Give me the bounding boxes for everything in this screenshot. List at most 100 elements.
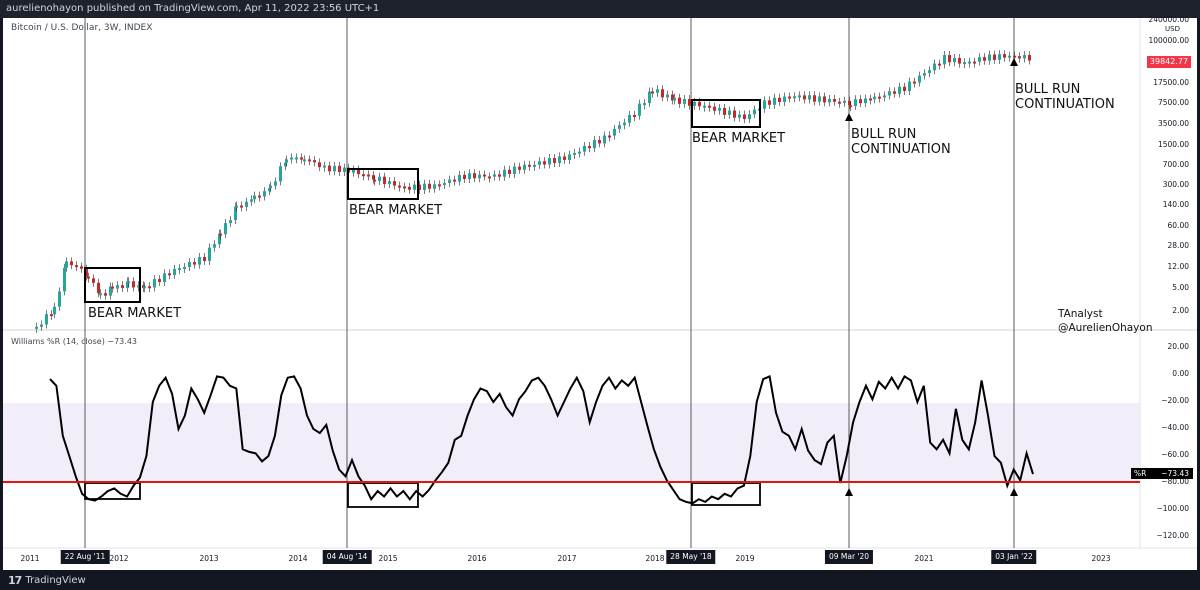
candle-body: [903, 86, 906, 91]
year-tick: 2023: [1091, 554, 1111, 563]
candle-body: [838, 101, 841, 104]
candle-body: [193, 262, 196, 265]
up-arrow-icon: [1010, 58, 1018, 66]
candle-body: [963, 62, 966, 65]
candle-body: [240, 205, 243, 208]
candle-body: [428, 183, 431, 189]
candle-body: [1008, 55, 1011, 58]
bull-run-line-1: BULL RUN: [851, 127, 917, 142]
bear-market-box-1[interactable]: [84, 267, 141, 303]
symbol-label[interactable]: Bitcoin / U.S. Dollar, 3W, INDEX: [11, 23, 153, 33]
candle-body: [854, 99, 857, 106]
candle-body: [208, 247, 211, 261]
publish-info-bar: aurelienohayon published on TradingView.…: [0, 0, 1200, 18]
indicator-tick: −60.00: [1161, 450, 1189, 459]
candle-body: [438, 184, 441, 187]
candle-body: [818, 96, 821, 102]
candle-body: [383, 176, 386, 184]
candle-body: [99, 293, 102, 296]
bull-run-line-2: CONTINUATION: [1015, 97, 1115, 112]
currency-label: USD: [1165, 25, 1180, 33]
candle-body: [473, 173, 476, 179]
candle-body: [558, 156, 561, 163]
candle-body: [768, 100, 771, 105]
candle-body: [688, 99, 691, 106]
candle-body: [728, 110, 731, 115]
candle-body: [843, 100, 846, 103]
bear-market-box-2[interactable]: [347, 168, 419, 200]
candle-body: [333, 165, 336, 172]
bear-market-box-3[interactable]: [691, 99, 761, 128]
indicator-short-name: %R: [1134, 469, 1147, 478]
candle-body: [183, 266, 186, 269]
candle-body: [478, 174, 481, 179]
candle-body: [493, 174, 496, 177]
indicator-tick: 20.00: [1167, 342, 1189, 351]
indicator-label[interactable]: Williams %R (14, close) −73.43: [11, 337, 137, 346]
candle-body: [50, 314, 53, 317]
candle-body: [300, 157, 303, 160]
candle-body: [343, 167, 346, 172]
chart-canvas[interactable]: [3, 18, 1197, 570]
date-marker[interactable]: 03 Jan '22: [991, 550, 1037, 564]
candle-body: [53, 306, 56, 315]
oversold-box-1[interactable]: [84, 482, 141, 500]
price-tick: 100000.00: [1148, 36, 1189, 45]
candle-body: [748, 114, 751, 120]
candle-body: [908, 81, 911, 91]
candle-body: [423, 183, 426, 190]
candle-body: [848, 100, 851, 106]
last-price-tag: 39842.77: [1147, 56, 1191, 68]
bear-market-label-3: BEAR MARKET: [692, 131, 786, 146]
price-tick: 7500.00: [1157, 98, 1189, 107]
candle-body: [398, 185, 401, 188]
candle-body: [373, 179, 376, 182]
candle-body: [268, 188, 271, 192]
date-marker[interactable]: 28 May '18: [666, 550, 716, 564]
candle-body: [498, 174, 501, 177]
candle-body: [788, 96, 791, 99]
candle-body: [284, 162, 287, 167]
indicator-value: −73.43: [1161, 469, 1189, 478]
price-tick: 28.00: [1167, 241, 1189, 250]
candle-body: [285, 159, 288, 163]
date-marker[interactable]: 04 Aug '14: [322, 550, 372, 564]
candle-body: [693, 101, 696, 106]
candle-body: [158, 279, 161, 282]
date-marker[interactable]: 09 Mar '20: [824, 550, 874, 564]
chart-area[interactable]: Bitcoin / U.S. Dollar, 3W, INDEX William…: [3, 15, 1197, 570]
candle-body: [633, 114, 636, 117]
candle-body: [87, 276, 90, 279]
candle-body: [92, 278, 95, 283]
candle-body: [928, 70, 931, 74]
candle-body: [1003, 54, 1006, 58]
candle-body: [198, 257, 201, 265]
candle-body: [918, 75, 921, 83]
candle-body: [656, 89, 659, 93]
year-tick: 2019: [735, 554, 755, 563]
candle-body: [413, 184, 416, 190]
candle-body: [213, 244, 216, 248]
candle-body: [408, 186, 411, 190]
tradingview-branding[interactable]: 17 TradingView: [8, 574, 86, 587]
candle-body: [623, 122, 626, 126]
candle-body: [938, 63, 941, 66]
candle-body: [543, 161, 546, 165]
candle-body: [148, 286, 151, 289]
candle-body: [263, 191, 266, 197]
candle-body: [219, 233, 222, 236]
credit-name: TAnalyst: [1058, 308, 1103, 320]
candle-body: [923, 73, 926, 76]
candle-body: [808, 95, 811, 100]
date-marker[interactable]: 22 Aug '11: [60, 550, 110, 564]
candle-body: [468, 173, 471, 179]
candle-body: [893, 91, 896, 94]
candle-body: [229, 220, 232, 224]
candle-body: [698, 101, 701, 107]
indicator-tick: 0.00: [1172, 369, 1189, 378]
candle-body: [763, 100, 766, 109]
price-tick: 240000.00: [1148, 15, 1189, 24]
price-tick: 700.00: [1162, 160, 1189, 169]
bull-run-line-1: BULL RUN: [1015, 82, 1081, 97]
candle-body: [738, 114, 741, 118]
